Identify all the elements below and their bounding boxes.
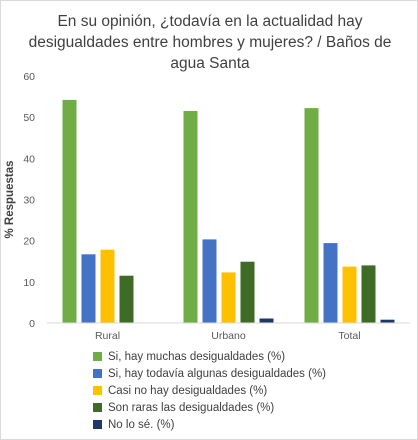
plot-area: % Respuestas 0 10 20 30 40 50 60 Rural Urbano To… — [4, 71, 410, 342]
legend-swatch — [93, 386, 102, 395]
bar-urbano-series-2 — [202, 239, 217, 323]
y-tick-label: 0 — [29, 318, 35, 330]
y-tick-label: 20 — [23, 236, 35, 248]
y-tick-labels: 0 10 20 30 40 50 60 — [23, 71, 35, 330]
x-tick-label: Urbano — [211, 330, 246, 342]
legend-swatch — [93, 420, 102, 429]
legend-label: No lo sé. (%) — [108, 418, 175, 431]
bar-total-series-4 — [361, 265, 376, 323]
x-tick-labels: Rural Urbano Total — [95, 330, 361, 342]
legend-item: Son raras las desigualdades (%) — [93, 399, 413, 416]
bar-urbano-series-5 — [259, 318, 274, 323]
bar-total-series-2 — [323, 243, 338, 323]
bars — [62, 99, 395, 324]
legend-item: Casi no hay desigualdades (%) — [93, 382, 413, 399]
bar-total-series-3 — [342, 266, 357, 323]
bar-total-series-5 — [380, 319, 395, 323]
y-tick-label: 50 — [23, 112, 35, 124]
legend-swatch — [93, 403, 102, 412]
bar-rural-series-1 — [62, 99, 77, 324]
bar-total-series-1 — [304, 108, 319, 323]
y-tick-label: 60 — [23, 71, 35, 83]
legend-label: Casi no hay desigualdades (%) — [108, 384, 268, 397]
legend-label: Si, hay todavía algunas desigualdades (%… — [108, 367, 327, 380]
bar-rural-series-2 — [81, 254, 96, 323]
legend-swatch — [93, 369, 102, 378]
y-axis-title: % Respuestas — [4, 161, 16, 239]
legend-label: Si, hay muchas desigualdades (%) — [108, 350, 286, 363]
bar-rural-series-4 — [119, 275, 134, 323]
legend-item: No lo sé. (%) — [93, 416, 413, 433]
bar-urbano-series-4 — [240, 261, 255, 323]
y-tick-label: 40 — [23, 153, 35, 165]
legend-swatch — [93, 352, 102, 361]
y-tick-label: 10 — [23, 277, 35, 289]
legend-item: Si, hay muchas desigualdades (%) — [93, 348, 413, 365]
bar-urbano-series-3 — [221, 272, 236, 323]
x-tick-label: Total — [338, 330, 360, 342]
legend-label: Son raras las desigualdades (%) — [108, 401, 275, 414]
legend: Si, hay muchas desigualdades (%) Si, hay … — [93, 348, 413, 433]
legend-item: Si, hay todavía algunas desigualdades (%… — [93, 365, 413, 382]
x-tick-label: Rural — [95, 330, 120, 342]
y-axis-title-group: % Respuestas — [4, 161, 16, 239]
bar-urbano-series-1 — [183, 111, 198, 323]
y-tick-label: 30 — [23, 195, 35, 207]
chart-title: En su opinión, ¿todavía en la actualidad… — [28, 13, 392, 72]
bar-rural-series-3 — [100, 249, 115, 323]
